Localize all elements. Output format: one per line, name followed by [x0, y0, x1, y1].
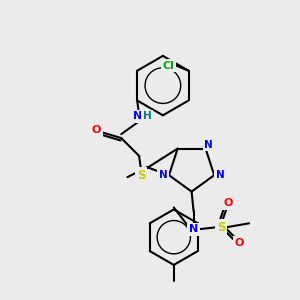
- Text: S: S: [137, 169, 146, 182]
- Text: O: O: [92, 125, 101, 135]
- Text: Cl: Cl: [163, 61, 175, 71]
- Text: H: H: [143, 111, 152, 121]
- Text: N: N: [159, 170, 167, 180]
- Text: N: N: [189, 224, 198, 234]
- Text: N: N: [216, 170, 224, 180]
- Text: S: S: [217, 221, 226, 234]
- Text: N: N: [204, 140, 213, 150]
- Text: O: O: [224, 199, 233, 208]
- Text: N: N: [133, 111, 142, 121]
- Text: O: O: [235, 238, 244, 248]
